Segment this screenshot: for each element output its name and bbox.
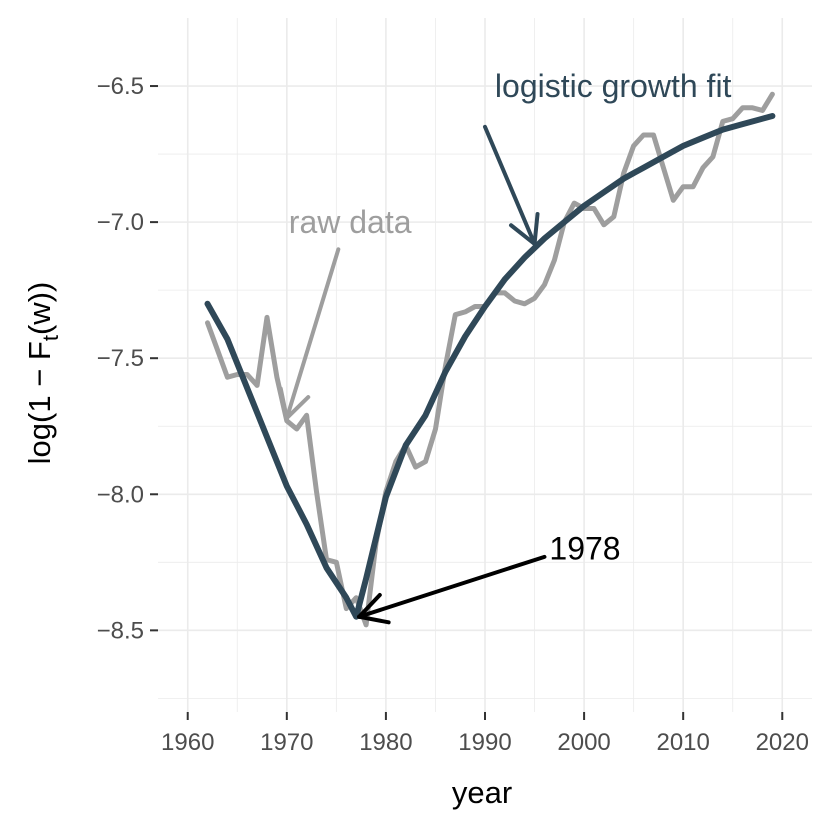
annotation_1978-arrow-shaft	[357, 554, 547, 619]
annotation_1978-arrow-head	[357, 592, 382, 619]
raw-arrow-head	[284, 395, 311, 421]
x-tick-label: 2020	[756, 729, 809, 756]
tick-layer: 1960 1970 1980 1990 2000 2010 2020 −6.5 −7.0 −7.5…	[97, 73, 809, 756]
fit-arrow-head	[509, 223, 537, 246]
y-tick-label: −7.5	[97, 345, 144, 372]
fit-arrow-head	[532, 212, 540, 246]
y-axis-title-main: log(1 − F	[22, 341, 57, 464]
grid-layer	[158, 18, 812, 712]
series-layer	[204, 91, 776, 628]
raw-arrow-shaft	[284, 247, 341, 421]
y-axis-title: log(1 − Ft(w))	[22, 282, 63, 465]
y-axis-title-subscript: t	[38, 335, 63, 341]
raw-annotation-label: raw data	[289, 204, 412, 240]
annotation-layer: raw data logistic growth fit 1978	[278, 68, 732, 625]
annotation_1978-annotation-label: 1978	[549, 531, 620, 567]
y-tick-label: −6.5	[97, 73, 144, 100]
raw-arrow-head	[278, 386, 289, 421]
x-tick-label: 1980	[359, 729, 412, 756]
logistic-fit-line	[204, 113, 776, 620]
x-tick-label: 1960	[161, 729, 214, 756]
x-axis-title: year	[452, 775, 512, 810]
x-tick-label: 1970	[260, 729, 313, 756]
annotation_1978-arrow-head	[357, 614, 391, 625]
y-axis-title-end: (w))	[22, 282, 57, 335]
x-tick-label: 2010	[656, 729, 709, 756]
fit-annotation-label: logistic growth fit	[495, 68, 732, 104]
fit-arrow-shaft	[483, 124, 537, 246]
y-tick-label: −7.0	[97, 209, 144, 236]
x-tick-label: 2000	[557, 729, 610, 756]
x-tick-label: 1990	[458, 729, 511, 756]
y-tick-label: −8.0	[97, 481, 144, 508]
y-tick-label: −8.5	[97, 617, 144, 644]
